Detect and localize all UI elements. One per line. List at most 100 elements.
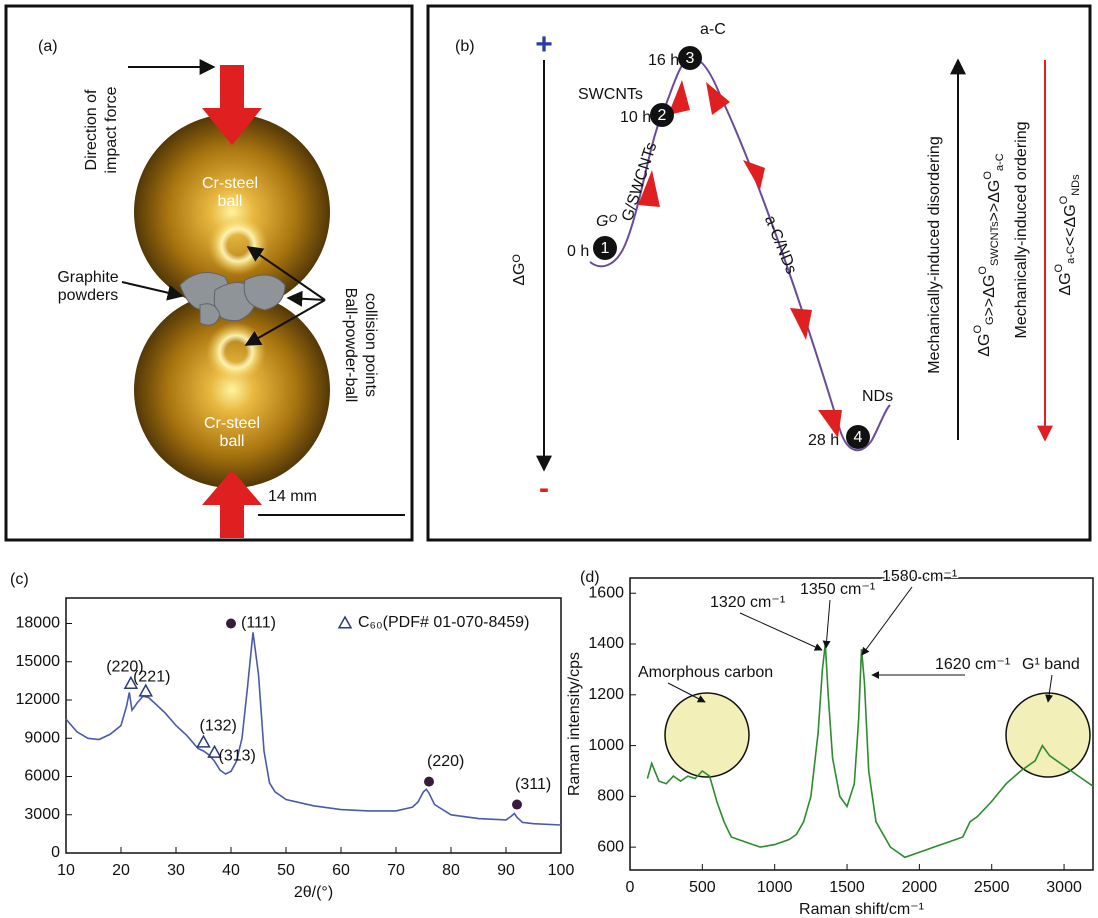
node-name: SWCNTs: [578, 86, 643, 103]
relation-text: ΔG: [1057, 272, 1074, 295]
node-time: 16 h: [648, 52, 679, 69]
x-tick-label: 3000: [1046, 879, 1082, 896]
annotation-label: (313): [219, 747, 256, 764]
y-tick-label: 6000: [24, 768, 60, 785]
ball-label: Cr-steel: [204, 415, 260, 432]
node-number: 1: [601, 240, 610, 257]
relation-sup: O: [972, 325, 984, 334]
panel-frame: [426, 4, 1092, 542]
annotation-label: G¹ band: [1022, 656, 1080, 673]
circle-marker: [226, 618, 236, 629]
relation-text: >>ΔG: [981, 275, 998, 317]
triangle-marker: [138, 683, 154, 697]
energy-path: [589, 56, 891, 452]
y-tick-label: 18000: [16, 615, 61, 632]
legend-label: C₆₀(PDF# 01-070-8459): [358, 614, 529, 631]
graphite-powder: [179, 272, 286, 326]
triangle-marker: [123, 675, 139, 689]
x-tick-label: 90: [497, 862, 515, 879]
annotation-arrow: [1045, 674, 1054, 703]
x-tick-label: 40: [222, 862, 240, 879]
y-tick-label: 600: [597, 838, 624, 855]
panel-a: (a) Cr-steel ball Cr-steel ball Directio…: [4, 4, 414, 542]
annotation-label: 1580 cm⁻¹: [882, 568, 957, 585]
node-time: 0 h: [567, 243, 589, 260]
x-tick-label: 500: [689, 879, 716, 896]
node-name: Gᴼ: [596, 213, 617, 230]
data-line: [65, 632, 562, 826]
ball-label: ball: [218, 193, 243, 210]
node-time: 10 h: [620, 109, 651, 126]
ball-label: ball: [220, 433, 245, 450]
collision-label: collision points: [362, 293, 379, 397]
node-name: a-C: [700, 21, 726, 38]
node-number: 3: [686, 50, 695, 67]
triangle-marker: [196, 734, 211, 748]
annotation-label: (220): [106, 659, 143, 676]
x-axis-label: Raman shift/cm⁻¹: [799, 901, 924, 918]
annotation-label: 1620 cm⁻¹: [935, 656, 1010, 673]
ordering-relation: ΔGOa-C<<ΔGONDs: [1053, 174, 1082, 296]
ball: [134, 114, 330, 310]
x-tick-label: 60: [332, 862, 350, 879]
highlight: [1005, 692, 1091, 778]
relation-text: >>ΔG: [986, 180, 1003, 222]
annotation-label: 1320 cm⁻¹: [710, 594, 785, 611]
panel-label: (c): [10, 571, 29, 588]
pointer: [244, 299, 326, 346]
legend-marker: [337, 615, 353, 629]
node-number: 4: [854, 429, 863, 446]
y-tick-label: 1200: [588, 686, 624, 703]
x-tick-label: 70: [387, 862, 405, 879]
force-arrow: [202, 470, 262, 538]
annotation-arrow: [667, 682, 706, 703]
x-tick-label: 20: [112, 862, 130, 879]
x-tick-label: 50: [277, 862, 295, 879]
highlight: [664, 692, 750, 778]
annotation-label: (111): [241, 615, 276, 632]
x-tick-label: 1500: [829, 879, 865, 896]
relation-text: ΔG: [976, 334, 993, 357]
y-tick-label: 1000: [588, 737, 624, 754]
disordering-label: Mechanically-induced disordering: [926, 136, 943, 373]
plot-frame: [629, 577, 1094, 871]
pointer: [286, 290, 326, 307]
pointer: [121, 281, 184, 301]
relation-sup: O: [982, 171, 994, 180]
circle-marker: [424, 776, 434, 787]
ball: [134, 292, 330, 488]
y-tick-label: 1600: [588, 584, 624, 601]
force-label: Direction of: [83, 89, 100, 170]
y-axis-label: Raman intensity/cps: [566, 652, 583, 796]
y-tick-label: 800: [597, 788, 624, 805]
y-tick-label: 15000: [16, 653, 61, 670]
path-arrows: [638, 80, 842, 438]
glow: [208, 215, 268, 275]
x-tick-label: 0: [626, 879, 635, 896]
plus-sign: +: [535, 28, 553, 61]
x-axis-label: 2θ/(°): [294, 884, 333, 901]
relation-sub: a-C: [1065, 246, 1077, 264]
node-name: NDs: [862, 388, 893, 405]
plot-frame: [65, 597, 562, 854]
annotation-label: (311): [515, 776, 551, 793]
x-tick-label: 100: [548, 862, 575, 879]
axis-label: ΔGᴼ: [511, 254, 528, 285]
collision-label: Ball-powder-ball: [342, 288, 359, 403]
data-line: [646, 643, 1094, 859]
relation-sup: O: [977, 266, 989, 275]
powder-label: powders: [58, 287, 118, 304]
panel-b: (b) + - ΔGᴼ 1 2 3 4 0 h 10 h 16 h 28 h G…: [426, 4, 1092, 542]
nodes: [593, 46, 870, 449]
ball-label: Cr-steel: [202, 175, 258, 192]
relation-sup: O: [1058, 195, 1070, 204]
panel-label: (a): [38, 38, 58, 55]
powder-label: Graphite: [57, 269, 118, 286]
x-tick-label: 30: [167, 862, 185, 879]
annotation-label: (220): [427, 753, 464, 770]
annotation-arrow: [861, 586, 913, 656]
scale-label: 14 mm: [268, 488, 317, 505]
annotation-arrow: [822, 599, 831, 649]
annotation-label: Amorphous carbon: [638, 664, 773, 681]
